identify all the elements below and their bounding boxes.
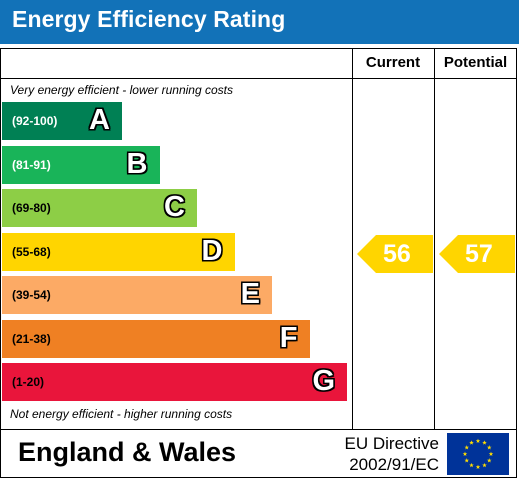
page-title: Energy Efficiency Rating xyxy=(12,6,286,32)
band-range: (55-68) xyxy=(12,244,51,259)
eu-star xyxy=(464,458,470,463)
note-inefficient: Not energy efficient - higher running co… xyxy=(10,407,233,421)
band-e: (39-54) E xyxy=(2,276,272,314)
eu-star xyxy=(486,445,492,450)
band-range: (1-20) xyxy=(12,375,45,389)
band-range: (81-91) xyxy=(12,157,51,172)
band-letter: B xyxy=(126,147,148,180)
column-current-header: Current xyxy=(365,54,421,71)
rating-table xyxy=(0,48,517,478)
arrow-shape xyxy=(357,234,433,273)
eu-star xyxy=(482,440,487,445)
current-rating-value: 56 xyxy=(383,239,411,268)
eu-star xyxy=(464,445,470,450)
band-letter: G xyxy=(312,365,335,397)
region-label: England & Wales xyxy=(18,437,237,467)
band-b: (81-91) B xyxy=(2,145,160,184)
band-d: (55-68) D xyxy=(2,232,235,271)
band-f: (21-38) F xyxy=(2,319,310,358)
band-letter: A xyxy=(89,104,110,136)
divider-potential xyxy=(434,48,435,430)
band-range: (39-54) xyxy=(12,288,51,302)
band-range: (69-80) xyxy=(12,201,51,215)
eu-star xyxy=(482,462,487,468)
band-letter: F xyxy=(279,321,298,354)
eu-star xyxy=(488,451,494,456)
band-c: (69-80) C xyxy=(2,189,197,227)
header-bar: Energy Efficiency Rating xyxy=(0,0,519,44)
band-g: (1-20) G xyxy=(2,363,347,401)
eu-star xyxy=(469,440,474,445)
divider-current xyxy=(352,48,353,430)
band-letter: C xyxy=(164,191,185,223)
eu-star xyxy=(469,462,474,468)
band-a: (92-100) A xyxy=(2,102,122,140)
eu-star xyxy=(486,458,492,463)
potential-rating-value: 57 xyxy=(465,239,493,268)
band-range: (21-38) xyxy=(12,331,51,346)
potential-rating-arrow: 57 xyxy=(439,234,515,273)
eu-flag-icon xyxy=(447,433,509,475)
current-rating-arrow: 56 xyxy=(357,234,433,273)
eu-star xyxy=(462,451,468,456)
note-efficient: Very energy efficient - lower running co… xyxy=(10,83,233,97)
band-letter: D xyxy=(201,234,223,267)
footer-divider xyxy=(0,429,517,430)
header-row-divider xyxy=(0,78,517,79)
eu-star xyxy=(475,438,481,443)
column-potential-header: Potential xyxy=(443,54,508,71)
band-range: (92-100) xyxy=(12,114,58,128)
eu-star xyxy=(475,464,481,469)
band-letter: E xyxy=(240,278,260,310)
directive-label: EU Directive xyxy=(344,434,439,453)
arrow-shape xyxy=(439,234,515,273)
directive-number: 2002/91/EC xyxy=(349,455,439,474)
